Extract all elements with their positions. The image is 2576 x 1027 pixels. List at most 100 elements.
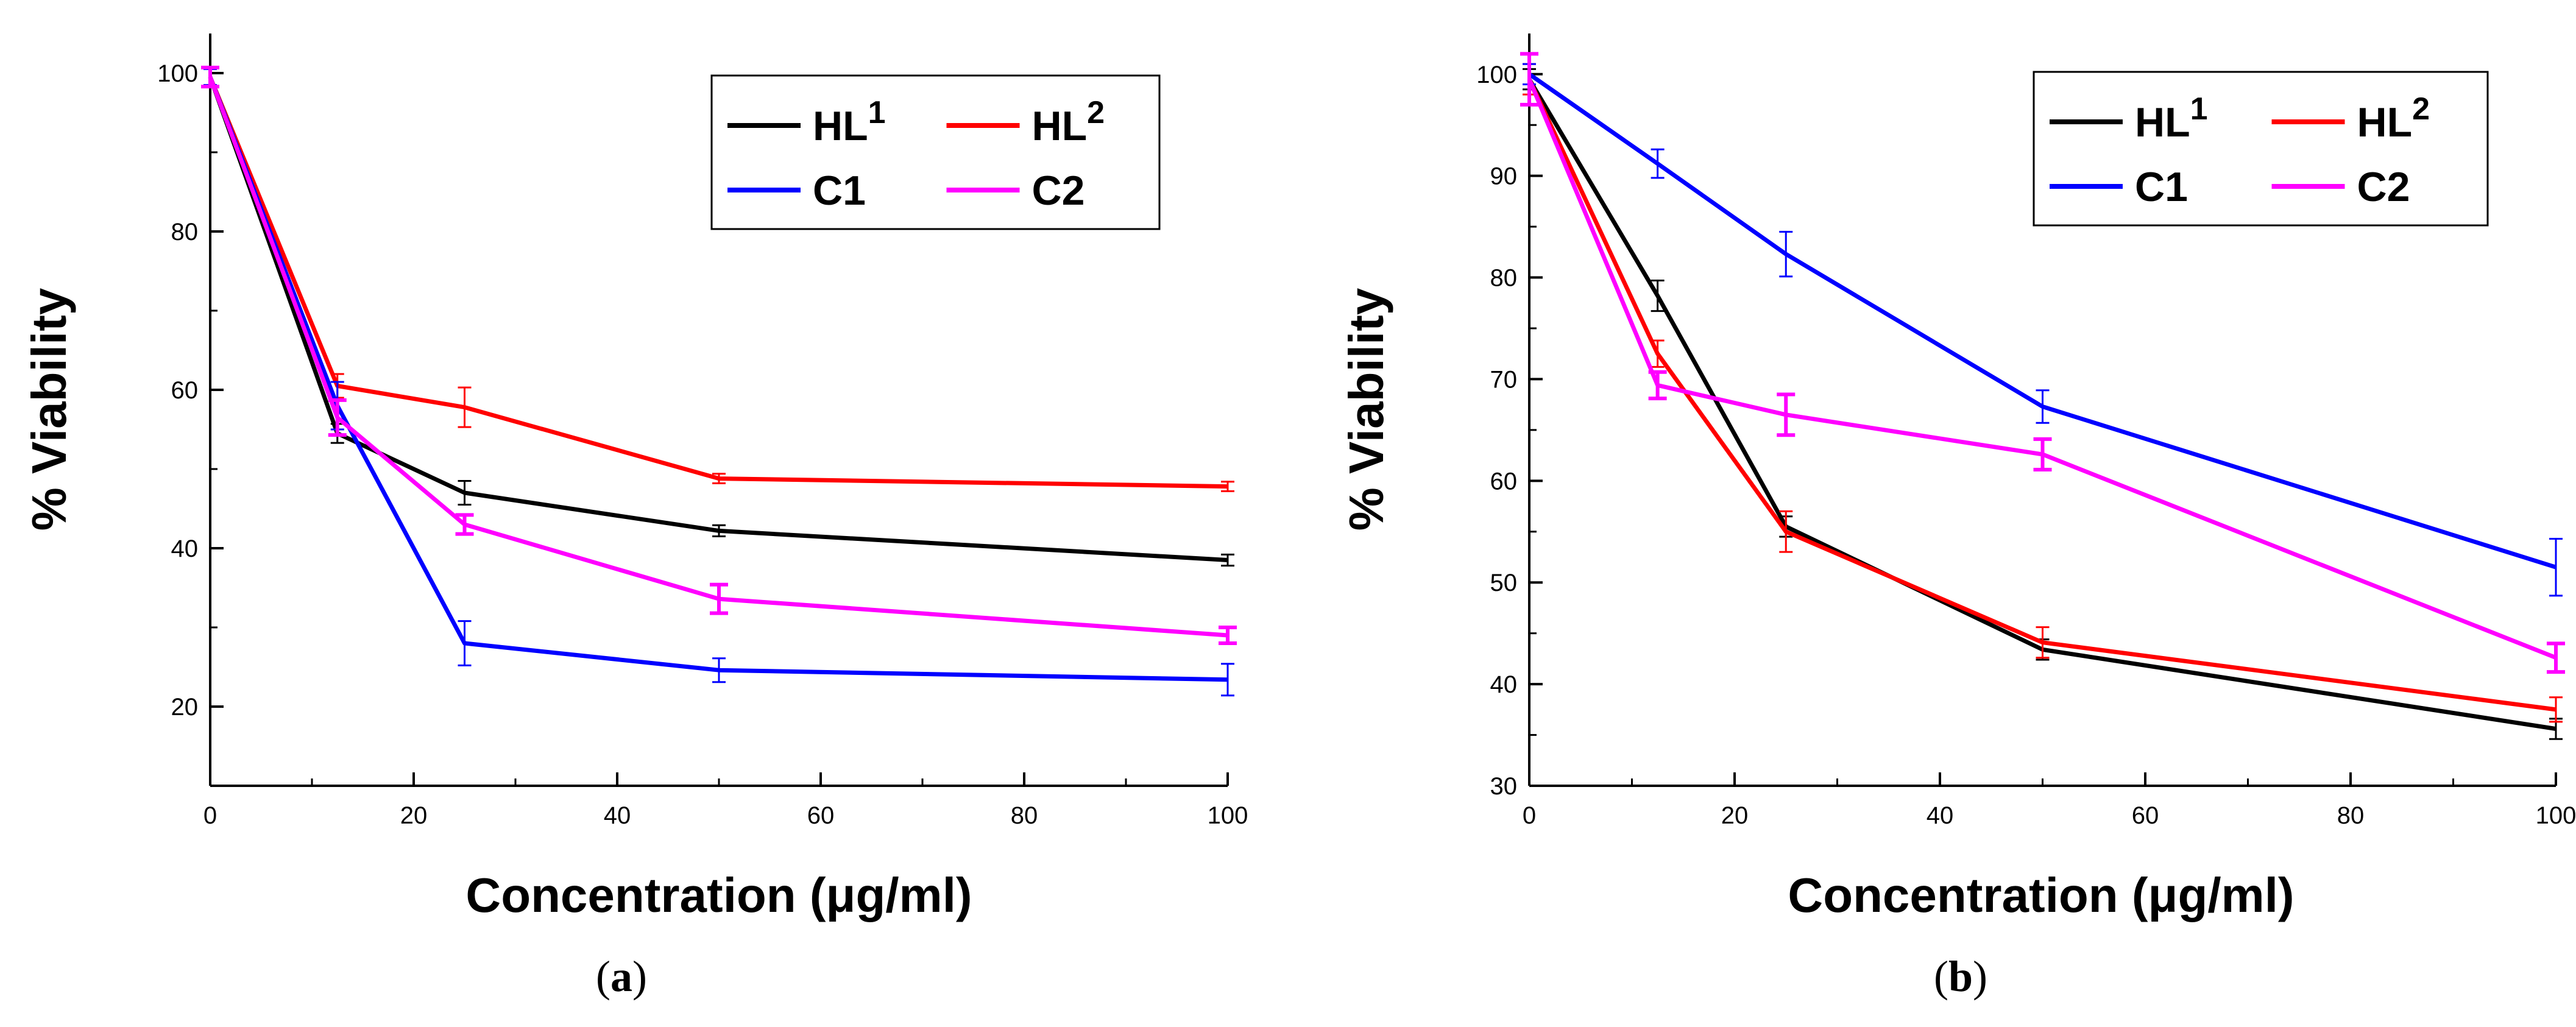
legend-label-base: C2: [1032, 168, 1085, 214]
x-tick-label: 100: [1208, 802, 1248, 829]
legend-label-base: HL: [1032, 103, 1088, 149]
legend-label: HL2: [1032, 95, 1105, 149]
error-bar: [1651, 148, 1665, 179]
error-bar: [328, 398, 347, 437]
y-tick-label: 100: [1476, 62, 1517, 88]
legend-item-c1: C1: [2050, 164, 2188, 210]
error-bar: [201, 65, 219, 89]
error-bar: [2036, 626, 2050, 659]
y-tick-label: 70: [1490, 366, 1518, 393]
error-bar: [2547, 641, 2565, 674]
legend-item-c1: C1: [727, 168, 866, 214]
legend-label: C2: [2357, 164, 2410, 210]
legend-box: [710, 74, 1161, 230]
y-axis-title: % Viability: [1339, 288, 1393, 531]
legend-item-hl2: HL2: [2271, 91, 2430, 146]
legend-label-superscript: 2: [2412, 91, 2430, 127]
legend-label-base: HL: [2135, 99, 2190, 146]
panel-label-letter: a: [610, 952, 632, 1001]
legend-label: C1: [2135, 164, 2188, 210]
y-tick-label: 50: [1490, 570, 1518, 596]
x-tick-label: 0: [1523, 802, 1536, 829]
error-bar: [1651, 280, 1665, 312]
error-bar: [1651, 339, 1665, 368]
error-bar: [1221, 663, 1234, 697]
series-c2: [201, 65, 1237, 645]
series-c1: [203, 68, 1234, 697]
y-tick-label: 100: [157, 60, 198, 87]
chart-panel-b: 0 20 40 60 80 100 30 40 50 60 70 80 90 100 Concentrati…: [1339, 34, 2576, 1001]
x-tick-label: 20: [400, 802, 428, 829]
series-hl2: [1523, 63, 2563, 723]
legend-item-hl1: HL1: [2050, 91, 2208, 146]
panel-label-open: (: [1934, 952, 1948, 1001]
panel-label: (a): [596, 952, 647, 1001]
error-bar: [1648, 370, 1667, 401]
y-tick-label: 60: [1490, 468, 1518, 495]
panel-label-letter: b: [1948, 952, 1973, 1001]
legend-item-c2: C2: [2271, 164, 2410, 210]
x-tick-label: 100: [2536, 802, 2576, 829]
y-tick-label: 30: [1490, 773, 1518, 800]
x-tick-label: 80: [2337, 802, 2365, 829]
error-bar: [712, 473, 726, 484]
y-tick-label: 40: [171, 535, 199, 562]
legend-item-c2: C2: [946, 168, 1085, 214]
series-c2: [1520, 52, 2565, 674]
error-bar: [712, 524, 726, 537]
error-bar: [1221, 553, 1234, 567]
legend-label-base: C1: [2135, 164, 2188, 210]
legend-label-superscript: 1: [868, 95, 886, 130]
error-bar: [455, 513, 474, 536]
error-bar: [458, 386, 472, 428]
error-bar: [2033, 437, 2052, 471]
x-tick-label: 40: [604, 802, 631, 829]
legend-box: [2033, 71, 2489, 227]
y-axis-title: % Viability: [22, 288, 76, 531]
x-tick-label: 80: [1011, 802, 1038, 829]
legend-label-base: C2: [2357, 164, 2410, 210]
panel-label: (b): [1934, 952, 1987, 1001]
x-tick-label: 60: [807, 802, 835, 829]
series-c1: [1523, 63, 2563, 597]
x-tick-label: 40: [1927, 802, 1954, 829]
legend-label: C2: [1032, 168, 1085, 214]
error-bar: [1779, 230, 1793, 278]
y-tick-label: 40: [1490, 671, 1518, 698]
error-bar: [2549, 537, 2563, 597]
legend-label-base: HL: [2357, 99, 2413, 146]
error-bar: [1777, 392, 1796, 437]
x-tick-label: 60: [2132, 802, 2159, 829]
legend-label-superscript: 1: [2190, 91, 2208, 127]
legend-label: C1: [813, 168, 866, 214]
error-bar: [2036, 389, 2050, 424]
legend-label: HL1: [2135, 91, 2208, 146]
legend-label: HL1: [813, 95, 886, 149]
panel-label-open: (: [596, 952, 610, 1001]
chart-panel-a: 0 20 40 60 80 100 20 40 60 80 100 Concentration (μg…: [22, 34, 1248, 1001]
error-bar: [458, 620, 472, 666]
legend-item-hl2: HL2: [946, 95, 1105, 149]
error-bar: [1221, 481, 1234, 492]
error-bar: [712, 657, 726, 683]
x-axis-title: Concentration (μg/ml): [1788, 868, 2294, 922]
legend-label: HL2: [2357, 91, 2430, 146]
y-tick-label: 90: [1490, 163, 1518, 190]
y-tick-label: 20: [171, 694, 199, 721]
y-tick-label: 60: [171, 377, 199, 404]
y-tick-label: 80: [171, 219, 199, 245]
error-bar: [1779, 510, 1793, 553]
y-tick-label: 80: [1490, 265, 1518, 292]
x-tick-label: 20: [1721, 802, 1749, 829]
legend-label-base: HL: [813, 103, 868, 149]
error-bar: [2549, 696, 2563, 723]
error-bar: [458, 480, 472, 506]
panel-label-close: ): [632, 952, 647, 1001]
error-bar: [710, 582, 728, 615]
legend-label-superscript: 2: [1087, 95, 1105, 130]
error-bar: [1520, 52, 1538, 107]
panel-label-close: ): [1973, 952, 1987, 1001]
